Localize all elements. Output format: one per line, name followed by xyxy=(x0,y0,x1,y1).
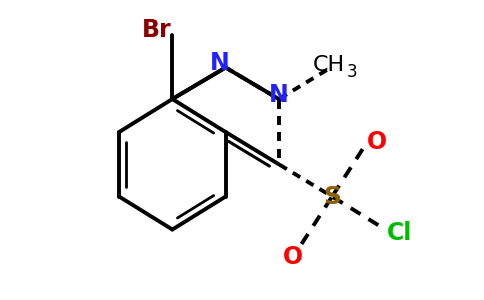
Text: Br: Br xyxy=(142,18,171,42)
Text: N: N xyxy=(210,51,230,75)
Text: Cl: Cl xyxy=(387,221,412,245)
Text: O: O xyxy=(283,245,303,269)
Text: S: S xyxy=(323,184,341,208)
Text: CH: CH xyxy=(313,55,345,75)
Text: O: O xyxy=(367,130,387,154)
Text: N: N xyxy=(269,83,289,107)
Text: 3: 3 xyxy=(347,64,357,82)
